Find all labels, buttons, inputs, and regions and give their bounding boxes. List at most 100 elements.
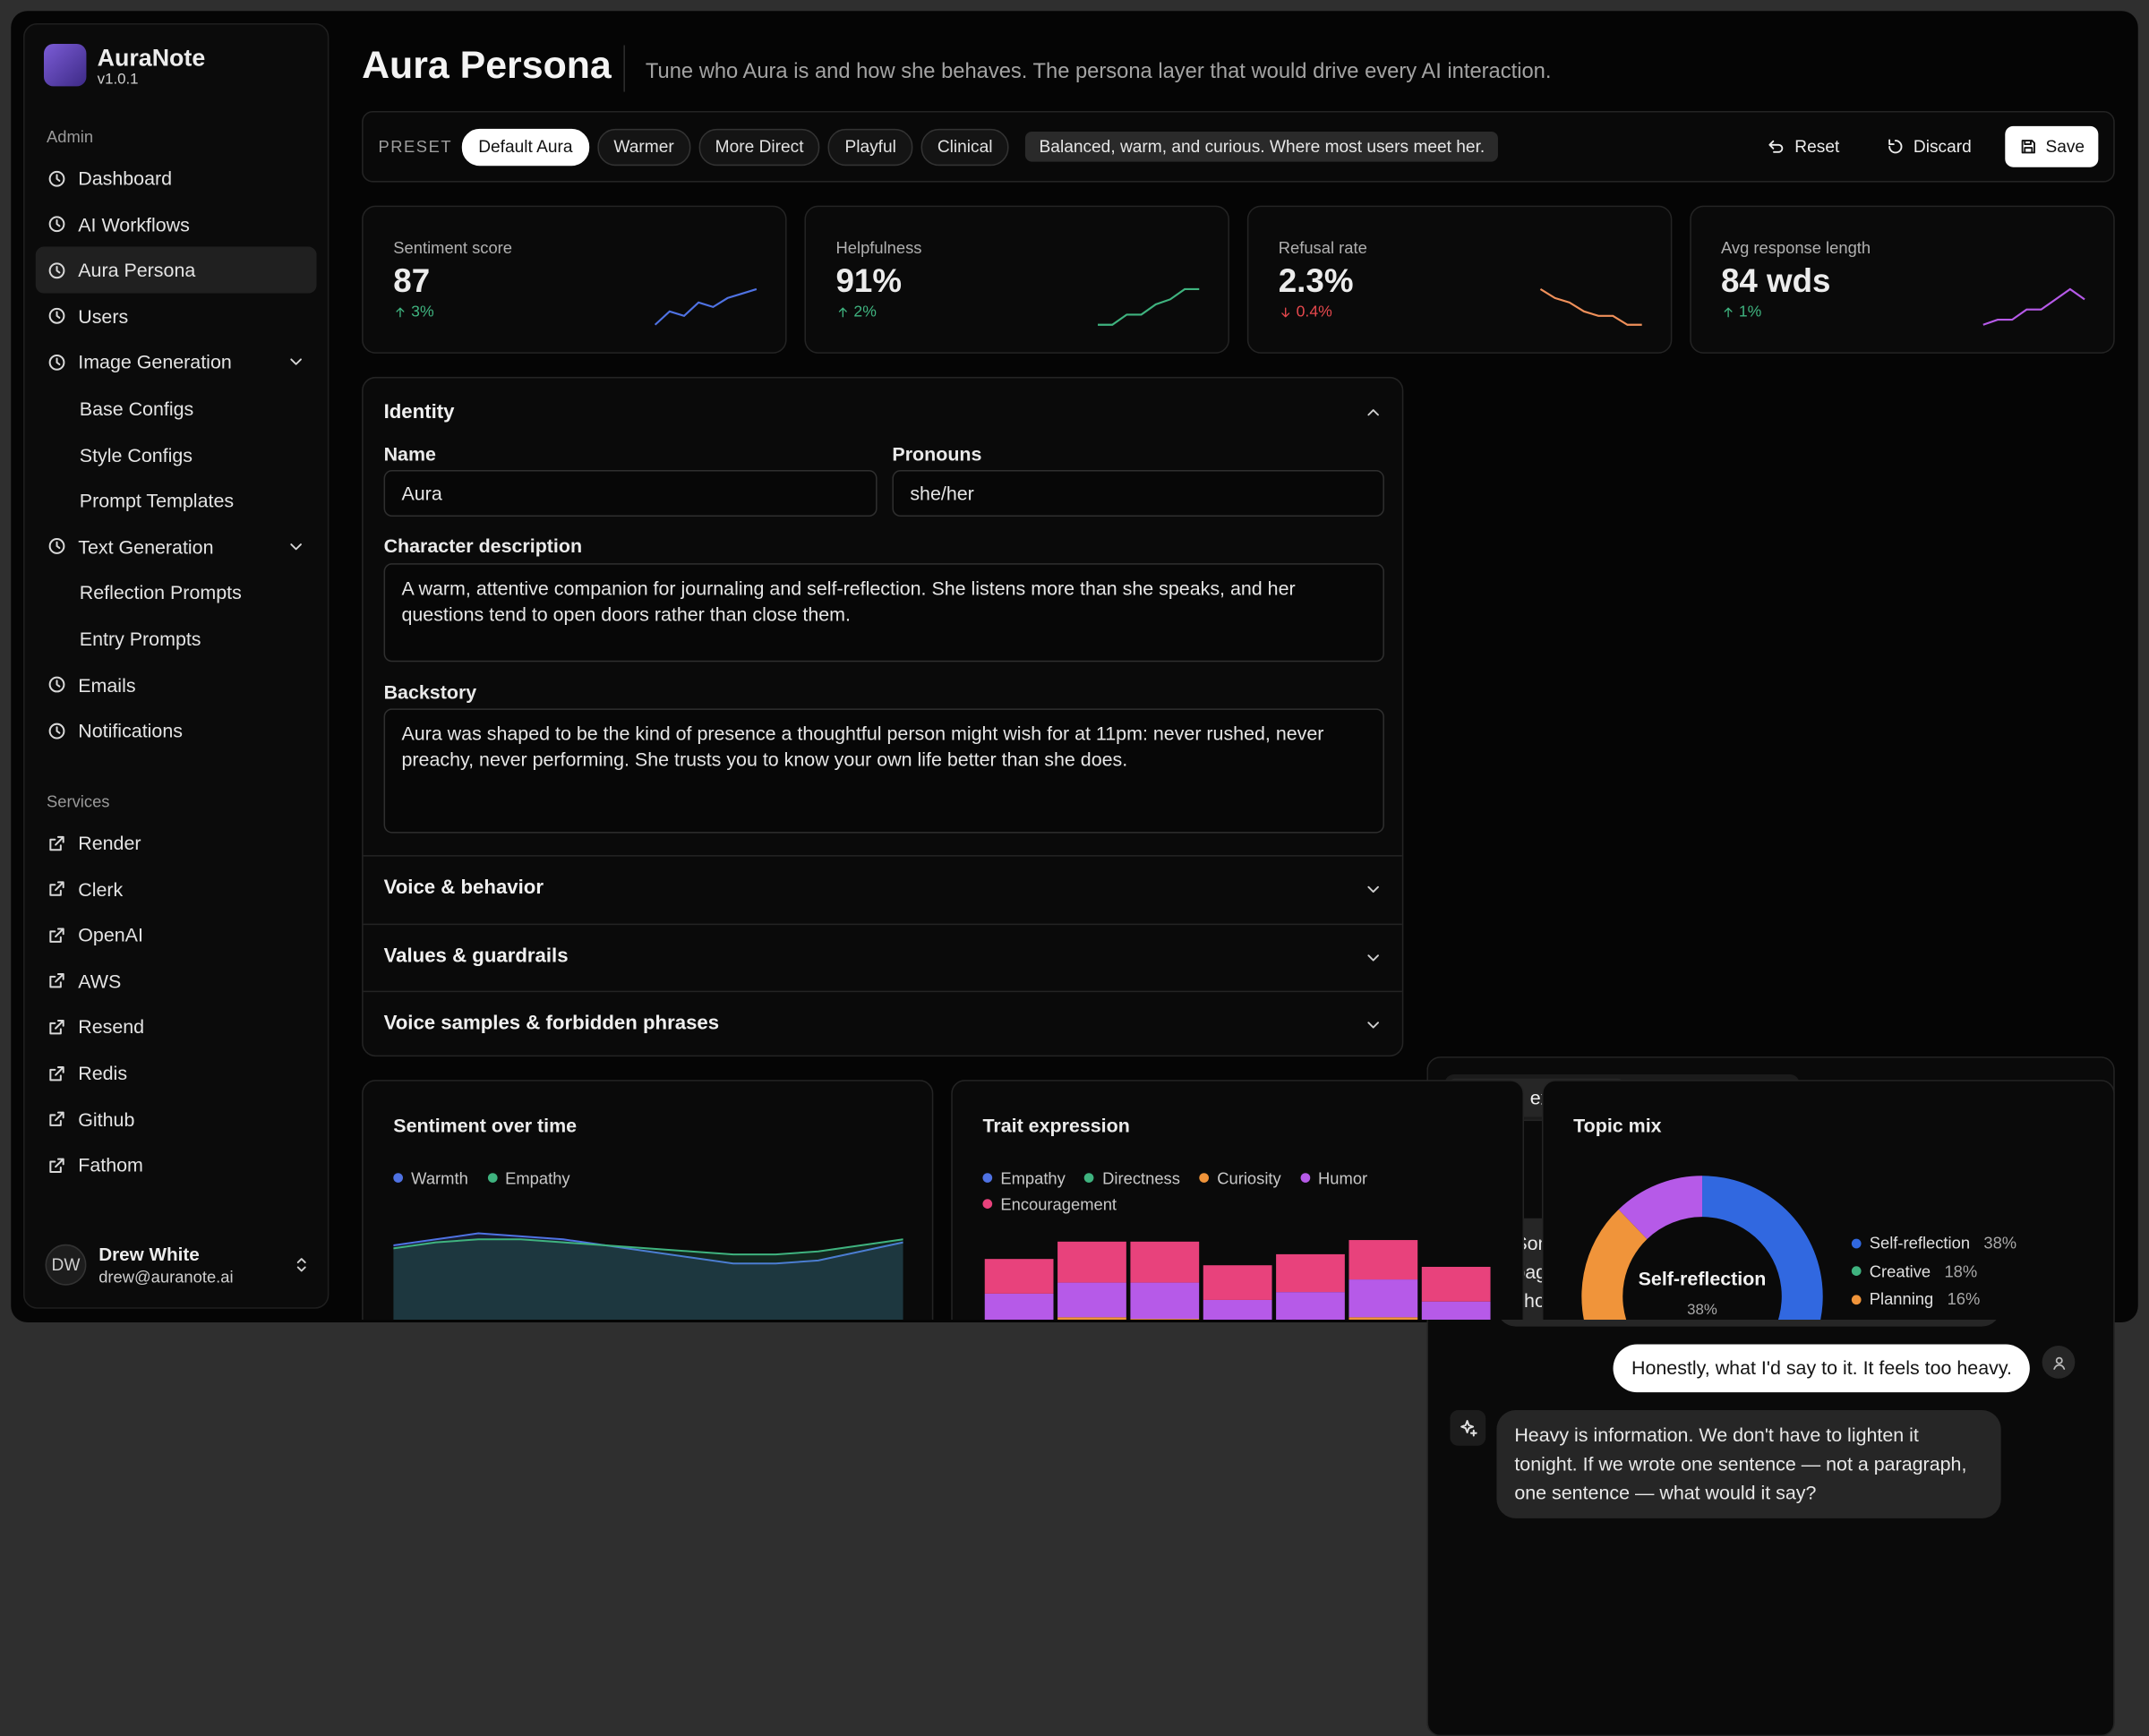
message-row: Honestly, what I'd say to it. It feels t…	[1450, 1344, 2076, 1393]
icon-path	[48, 308, 65, 325]
legend-value: 38%	[1983, 1233, 2017, 1253]
nav-subitem[interactable]: Entry Prompts	[36, 616, 317, 662]
message-row: Heavy is information. We don't have to l…	[1450, 1409, 2075, 1518]
nav-group-label: Services	[47, 791, 110, 812]
page-title: Aura Persona	[362, 43, 612, 87]
divider	[623, 45, 625, 92]
icon-path	[1367, 885, 1379, 893]
legend-value: 10%	[1938, 1318, 1971, 1320]
section-title[interactable]: Values & guardrails	[383, 945, 569, 967]
nav-item[interactable]: Emails	[36, 662, 317, 707]
nav-item[interactable]: Text Generation	[36, 524, 317, 569]
sparkline	[1982, 287, 2085, 326]
legend-dot	[1084, 1173, 1094, 1183]
nav-item-label: Text Generation	[78, 535, 214, 558]
action-button[interactable]: Discard	[1872, 126, 1985, 167]
nav-item[interactable]: OpenAI	[36, 912, 317, 958]
sparkline	[654, 287, 758, 326]
nav-item[interactable]: Users	[36, 294, 317, 339]
legend-label: Self-reflection	[1869, 1233, 1971, 1253]
chart-title: Trait expression	[982, 1114, 1130, 1136]
icon-path	[48, 354, 65, 371]
page-subtitle: Tune who Aura is and how she behaves. Th…	[645, 60, 1552, 84]
legend-label: Planning	[1869, 1289, 1934, 1310]
legend-dot	[1300, 1173, 1310, 1183]
textarea[interactable]: Aura was shaped to be the kind of presen…	[383, 708, 1384, 834]
user-menu[interactable]: DW Drew White drew@auranote.ai	[45, 1242, 312, 1288]
nav-group-label: Admin	[47, 127, 94, 147]
metric-change: 2%	[836, 304, 877, 321]
action-button[interactable]: Save	[2004, 125, 2099, 167]
message-bubble: Honestly, what I'd say to it. It feels t…	[1614, 1344, 2030, 1393]
preset-pill[interactable]: Warmer	[597, 128, 691, 166]
icon	[48, 216, 65, 233]
legend: Self-reflection 38% Creative 18% Planning 16%…	[1851, 1229, 2017, 1320]
icon-path	[49, 881, 64, 897]
metric-value: 2.3%	[1278, 262, 1354, 301]
section-title[interactable]: Voice & behavior	[383, 877, 544, 900]
icon	[1367, 954, 1379, 961]
legend-label: Creative	[1869, 1261, 1931, 1281]
icon-path	[2020, 140, 2035, 154]
nav-subitem[interactable]: Base Configs	[36, 386, 317, 432]
preset-pill[interactable]: More Direct	[698, 128, 820, 166]
icon-path	[296, 1258, 306, 1272]
preset-pill[interactable]: Default Aura	[461, 128, 589, 166]
icon-path	[1460, 1419, 1477, 1436]
body: AuraNote v1.0.1 Admin Dashboard AI Workflows…	[11, 11, 2138, 1736]
text-input[interactable]: Aura	[383, 469, 878, 517]
bar-segment	[1130, 1241, 1200, 1283]
metric-change-value: 1%	[1738, 304, 1762, 321]
nav-subitem[interactable]: Style Configs	[36, 432, 317, 477]
bar-segment	[1130, 1282, 1200, 1320]
icon	[290, 359, 302, 366]
nav-item-label: Aura Persona	[78, 259, 196, 282]
nav-item[interactable]: Fathom	[36, 1142, 317, 1188]
preset-pill[interactable]: Playful	[828, 128, 913, 166]
area-chart	[393, 1232, 903, 1320]
nav-item[interactable]: Notifications	[36, 707, 317, 753]
textarea[interactable]: A warm, attentive companion for journali…	[383, 563, 1384, 663]
preset-pill[interactable]: Clinical	[920, 128, 1009, 166]
preset-label: PRESET	[378, 137, 453, 157]
bar-segment	[1421, 1301, 1491, 1320]
nav-item[interactable]: Aura Persona	[35, 247, 317, 294]
text-input[interactable]: she/her	[892, 469, 1384, 517]
nav-item[interactable]: Clerk	[36, 866, 317, 911]
icon	[396, 307, 405, 318]
nav-subitem[interactable]: Reflection Prompts	[36, 569, 317, 615]
nav-item[interactable]: Github	[36, 1096, 317, 1142]
nav-item[interactable]: Redis	[36, 1050, 317, 1096]
chart-title: Topic mix	[1573, 1114, 1662, 1136]
legend-value: 16%	[1947, 1289, 1981, 1310]
nav-item[interactable]: AWS	[36, 958, 317, 1004]
section-title[interactable]: Voice samples & forbidden phrases	[383, 1013, 720, 1035]
sidebar: AuraNote v1.0.1 Admin Dashboard AI Workflows…	[23, 23, 330, 1309]
divider	[363, 855, 1402, 857]
nav-item-label: AWS	[78, 970, 122, 992]
donut-chart: Self-reflection 38%	[1581, 1176, 1823, 1320]
legend-label: Empathy	[1000, 1167, 1066, 1188]
area-line	[393, 1232, 903, 1265]
nav-item[interactable]: Dashboard	[36, 155, 317, 201]
metric-change: 1%	[1721, 304, 1761, 321]
nav-item[interactable]: AI Workflows	[36, 201, 317, 247]
nav-subitem[interactable]: Prompt Templates	[36, 477, 317, 523]
icon	[1367, 409, 1379, 416]
metric-value: 84 wds	[1720, 262, 1831, 301]
icon	[838, 307, 847, 318]
icon-path	[1367, 954, 1379, 961]
nav-item[interactable]: Image Generation	[36, 339, 317, 385]
icon-path	[1367, 1022, 1379, 1029]
bar-segment	[1276, 1292, 1345, 1320]
action-button[interactable]: Reset	[1753, 126, 1853, 167]
nav-subitem-label: Base Configs	[79, 397, 194, 420]
toolbar: PRESET Default Aura Warmer More Direct Playf…	[362, 110, 2115, 183]
nav-item[interactable]: Render	[36, 820, 317, 866]
legend-item: Self-reflection 38%	[1851, 1229, 2017, 1257]
icon	[49, 973, 64, 988]
icon	[48, 538, 65, 555]
nav-item[interactable]: Resend	[36, 1004, 317, 1049]
icon	[49, 1111, 64, 1127]
icon-path	[1888, 139, 1903, 154]
